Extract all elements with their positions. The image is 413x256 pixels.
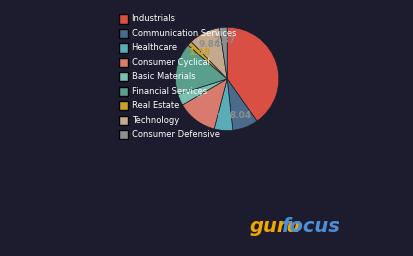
FancyBboxPatch shape <box>119 87 128 96</box>
Wedge shape <box>227 27 279 121</box>
Text: 8.04: 8.04 <box>230 111 252 120</box>
Text: Consumer Cyclical: Consumer Cyclical <box>132 58 209 67</box>
Text: 12.55: 12.55 <box>190 105 218 114</box>
Wedge shape <box>214 79 233 131</box>
FancyBboxPatch shape <box>119 116 128 125</box>
Wedge shape <box>178 79 227 105</box>
Text: 16.16: 16.16 <box>175 67 203 76</box>
Text: 40.21: 40.21 <box>250 63 278 72</box>
FancyBboxPatch shape <box>119 43 128 52</box>
Text: 9.84: 9.84 <box>199 40 221 49</box>
Wedge shape <box>219 27 227 79</box>
Text: Industrials: Industrials <box>132 14 176 24</box>
FancyBboxPatch shape <box>119 72 128 81</box>
FancyBboxPatch shape <box>119 101 128 110</box>
Text: 3.56: 3.56 <box>180 90 203 99</box>
Text: Basic Materials: Basic Materials <box>132 72 195 81</box>
FancyBboxPatch shape <box>119 29 128 38</box>
Text: Consumer Defensive: Consumer Defensive <box>132 130 220 139</box>
Text: Financial Services: Financial Services <box>132 87 207 96</box>
Text: Healthcare: Healthcare <box>132 44 178 52</box>
FancyBboxPatch shape <box>119 58 128 67</box>
Text: focus: focus <box>281 217 340 236</box>
Text: Technology: Technology <box>132 116 179 125</box>
FancyBboxPatch shape <box>119 130 128 139</box>
Text: 5.8: 5.8 <box>216 113 233 122</box>
FancyBboxPatch shape <box>119 14 128 24</box>
Text: 1.48: 1.48 <box>188 48 210 57</box>
Text: Communication Services: Communication Services <box>132 29 236 38</box>
Wedge shape <box>188 42 227 79</box>
Wedge shape <box>227 79 257 130</box>
Text: 2.37: 2.37 <box>213 36 235 45</box>
Text: guru: guru <box>250 217 301 236</box>
Wedge shape <box>191 28 227 79</box>
Wedge shape <box>183 79 227 129</box>
Text: Real Estate: Real Estate <box>132 101 179 110</box>
Wedge shape <box>176 45 227 94</box>
